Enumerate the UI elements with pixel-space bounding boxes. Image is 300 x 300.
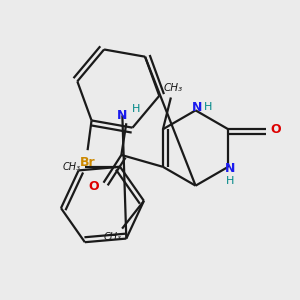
Text: N: N: [191, 101, 202, 114]
Text: O: O: [270, 123, 281, 136]
Text: O: O: [88, 180, 99, 193]
Text: CH₃: CH₃: [62, 162, 80, 172]
Text: N: N: [225, 162, 235, 175]
Text: H: H: [226, 176, 234, 186]
Text: H: H: [132, 104, 140, 114]
Text: H: H: [204, 102, 213, 112]
Text: CH₃: CH₃: [103, 232, 121, 242]
Text: Br: Br: [80, 156, 95, 169]
Text: CH₃: CH₃: [163, 82, 182, 93]
Text: N: N: [117, 109, 128, 122]
